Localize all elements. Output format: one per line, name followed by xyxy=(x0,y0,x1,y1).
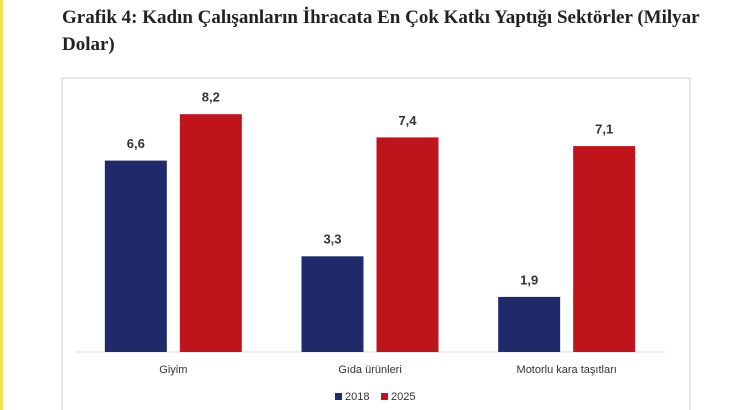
x-tick-label: Gıda ürünleri xyxy=(338,364,402,376)
bar xyxy=(179,114,242,352)
legend-label: 2018 xyxy=(345,391,369,403)
x-tick-label: Motorlu kara taşıtları xyxy=(517,364,617,376)
value-label: 7,4 xyxy=(398,113,417,128)
bar xyxy=(376,137,439,352)
bar xyxy=(498,296,561,352)
legend-label: 2025 xyxy=(391,391,415,403)
chart-title: Grafik 4: Kadın Çalışanların İhracata En… xyxy=(62,7,700,55)
bar xyxy=(104,160,167,352)
bar xyxy=(573,146,636,352)
value-label: 3,3 xyxy=(323,232,341,247)
legend-swatch xyxy=(335,393,342,400)
edge-line xyxy=(0,0,3,410)
x-tick-label: Giyim xyxy=(159,364,187,376)
value-label: 8,2 xyxy=(202,90,220,105)
chart-frame xyxy=(61,77,691,410)
bar xyxy=(301,256,364,352)
value-label: 7,1 xyxy=(595,122,613,137)
value-label: 6,6 xyxy=(127,136,145,151)
legend-swatch xyxy=(381,393,388,400)
value-label: 1,9 xyxy=(520,272,538,287)
